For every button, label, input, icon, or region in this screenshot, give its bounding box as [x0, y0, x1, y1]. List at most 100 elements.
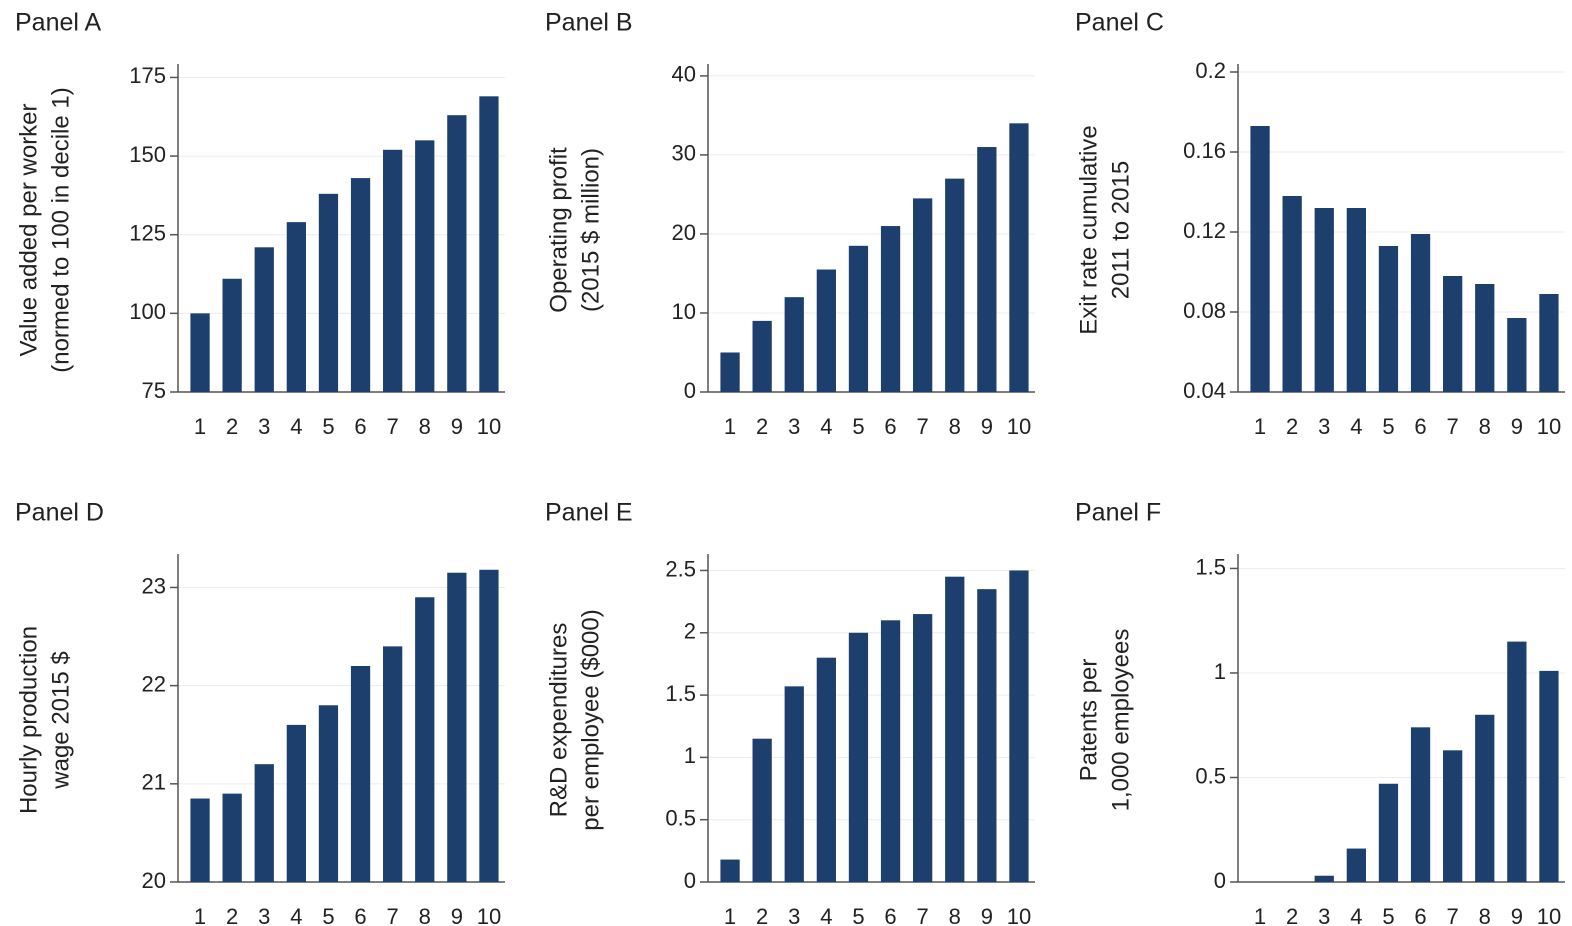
x-tick-label: 2 — [226, 414, 238, 439]
bar — [318, 705, 339, 882]
bar — [222, 278, 242, 392]
bar — [1443, 750, 1463, 882]
x-tick-label: 5 — [852, 414, 864, 439]
x-tick-label: 4 — [290, 414, 302, 439]
x-tick-label: 3 — [258, 414, 270, 439]
x-tick-label: 6 — [884, 904, 896, 926]
bar — [752, 320, 772, 392]
x-tick-label: 4 — [1350, 904, 1362, 926]
x-tick-label: 5 — [1382, 414, 1394, 439]
x-tick-label: 5 — [1382, 904, 1394, 926]
bar — [1346, 208, 1366, 392]
bar — [1009, 570, 1029, 882]
x-tick-label: 6 — [354, 414, 366, 439]
y-tick-label: 1 — [684, 743, 696, 768]
y-tick-label: 0.5 — [1195, 763, 1226, 788]
x-tick-label: 7 — [917, 414, 929, 439]
x-tick-label: 8 — [949, 414, 961, 439]
y-tick-label: 0.2 — [1195, 58, 1226, 83]
bar — [254, 247, 274, 392]
bar — [1410, 727, 1431, 882]
bar — [1009, 123, 1029, 392]
y-tick-label: 75 — [142, 378, 166, 403]
y-axis-label: R&D expenditures — [545, 623, 572, 818]
bar — [848, 632, 869, 882]
x-tick-label: 7 — [917, 904, 929, 926]
x-tick-label: 8 — [1479, 904, 1491, 926]
x-tick-label: 1 — [724, 904, 736, 926]
x-tick-label: 1 — [194, 414, 206, 439]
y-tick-label: 2.5 — [665, 556, 696, 581]
x-tick-label: 8 — [419, 904, 431, 926]
bar — [447, 572, 467, 882]
bar — [1346, 848, 1366, 882]
panel-title: Panel D — [15, 499, 104, 527]
bar — [1475, 284, 1495, 392]
y-axis-label: Exit rate cumulative — [1075, 125, 1102, 334]
bar — [222, 793, 242, 882]
bar — [190, 798, 210, 882]
y-axis-label: 1,000 employees — [1107, 629, 1134, 812]
bar — [1539, 670, 1559, 882]
x-tick-label: 8 — [949, 904, 961, 926]
x-tick-label: 4 — [820, 414, 832, 439]
y-tick-label: 150 — [129, 142, 166, 167]
bar — [816, 269, 836, 392]
bar — [1475, 714, 1495, 882]
y-tick-label: 0 — [684, 868, 696, 893]
x-tick-label: 2 — [1286, 414, 1298, 439]
x-tick-label: 10 — [1537, 904, 1561, 926]
bar — [479, 96, 499, 393]
x-tick-label: 7 — [387, 414, 399, 439]
bar — [913, 198, 933, 392]
y-tick-label: 21 — [142, 770, 166, 795]
x-tick-label: 7 — [1447, 414, 1459, 439]
panel-title: Panel F — [1075, 499, 1161, 527]
bar — [752, 738, 772, 882]
x-tick-label: 1 — [724, 414, 736, 439]
bar — [415, 140, 435, 392]
x-tick-label: 8 — [419, 414, 431, 439]
x-tick-label: 9 — [981, 414, 993, 439]
y-tick-label: 100 — [129, 299, 166, 324]
panel-title: Panel C — [1075, 9, 1164, 37]
x-tick-label: 6 — [884, 414, 896, 439]
bar — [848, 245, 869, 392]
bar — [913, 614, 933, 882]
bar — [816, 657, 836, 882]
x-tick-label: 2 — [1286, 904, 1298, 926]
y-tick-label: 40 — [672, 62, 696, 87]
y-axis-label: Hourly production — [15, 626, 42, 814]
bar — [784, 686, 804, 882]
y-tick-label: 1.5 — [1195, 554, 1226, 579]
x-tick-label: 9 — [451, 904, 463, 926]
x-tick-label: 10 — [1537, 414, 1561, 439]
y-tick-label: 0.08 — [1183, 298, 1226, 323]
x-tick-label: 3 — [788, 414, 800, 439]
x-tick-label: 3 — [258, 904, 270, 926]
y-axis-label: Value added per worker — [15, 103, 42, 356]
bar — [1314, 875, 1334, 882]
x-tick-label: 3 — [1318, 904, 1330, 926]
x-tick-label: 9 — [1511, 414, 1523, 439]
bar — [880, 620, 901, 882]
y-tick-label: 0.12 — [1183, 218, 1226, 243]
panel-title: Panel A — [15, 9, 102, 37]
bar — [383, 646, 403, 882]
bar — [1378, 783, 1399, 882]
bar — [286, 724, 306, 882]
y-axis-label: per employee ($000) — [577, 609, 604, 830]
x-tick-label: 9 — [981, 904, 993, 926]
y-tick-label: 0 — [1214, 868, 1226, 893]
bar — [383, 149, 403, 392]
x-tick-label: 4 — [290, 904, 302, 926]
bar — [1443, 276, 1463, 392]
y-tick-label: 0 — [684, 378, 696, 403]
y-tick-label: 0.16 — [1183, 138, 1226, 163]
x-tick-label: 2 — [226, 904, 238, 926]
x-tick-label: 9 — [1511, 904, 1523, 926]
x-tick-label: 5 — [322, 414, 334, 439]
y-tick-label: 10 — [672, 299, 696, 324]
bar — [1378, 246, 1399, 392]
